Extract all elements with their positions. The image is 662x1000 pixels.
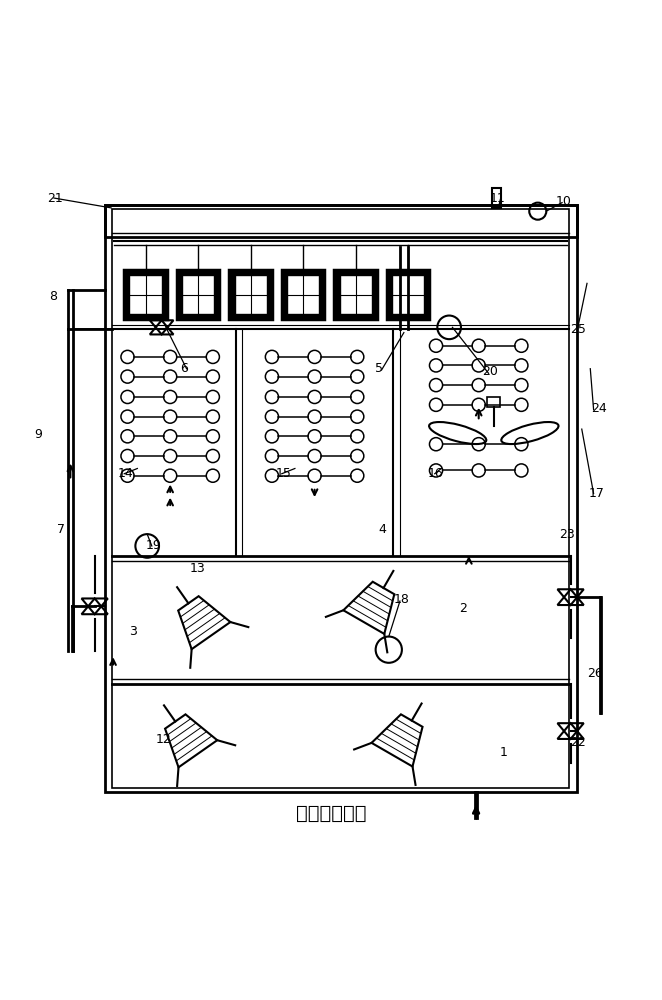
Text: 6: 6: [180, 362, 188, 375]
FancyBboxPatch shape: [287, 275, 319, 314]
Text: 8: 8: [49, 290, 57, 303]
FancyBboxPatch shape: [234, 275, 267, 314]
Text: 10: 10: [555, 195, 571, 208]
FancyBboxPatch shape: [182, 275, 214, 314]
Text: 14: 14: [118, 467, 134, 480]
Text: 17: 17: [589, 487, 604, 500]
FancyBboxPatch shape: [229, 270, 272, 319]
Text: 9: 9: [34, 428, 42, 441]
FancyBboxPatch shape: [282, 270, 324, 319]
Text: 22: 22: [571, 736, 587, 749]
Text: 26: 26: [587, 667, 603, 680]
Text: 12: 12: [156, 733, 171, 746]
Text: 13: 13: [190, 562, 206, 575]
Text: 11: 11: [490, 192, 506, 205]
Text: 21: 21: [48, 192, 63, 205]
Text: 2: 2: [459, 602, 467, 615]
FancyBboxPatch shape: [392, 275, 424, 314]
Text: 7: 7: [57, 523, 65, 536]
Text: 4: 4: [378, 523, 386, 536]
FancyBboxPatch shape: [124, 270, 167, 319]
Text: 3: 3: [129, 625, 136, 638]
Text: 1: 1: [500, 746, 508, 759]
Text: 15: 15: [275, 467, 291, 480]
FancyBboxPatch shape: [387, 270, 430, 319]
Text: 25: 25: [571, 323, 587, 336]
Text: 23: 23: [559, 528, 575, 541]
Text: 16: 16: [428, 467, 444, 480]
FancyBboxPatch shape: [334, 270, 377, 319]
FancyBboxPatch shape: [177, 270, 219, 319]
Text: 24: 24: [592, 402, 607, 415]
Text: 20: 20: [482, 365, 498, 378]
FancyBboxPatch shape: [130, 275, 162, 314]
Text: 19: 19: [145, 539, 161, 552]
Text: 18: 18: [393, 593, 409, 606]
Text: 预处理后污水: 预处理后污水: [296, 804, 366, 823]
FancyBboxPatch shape: [340, 275, 371, 314]
Text: 5: 5: [375, 362, 383, 375]
